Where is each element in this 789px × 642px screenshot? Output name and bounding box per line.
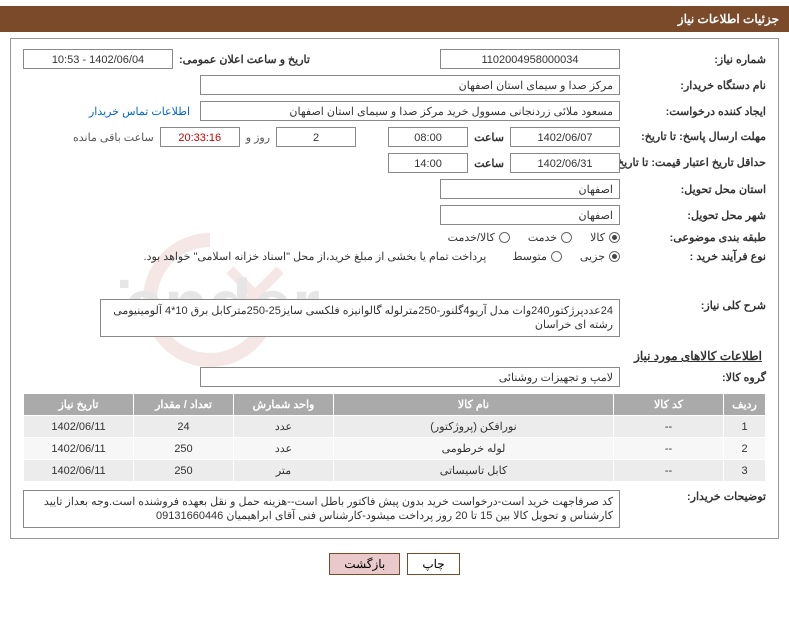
cell-name: نورافکن (پروژکتور) bbox=[334, 416, 614, 438]
panel-title: جزئیات اطلاعات نیاز bbox=[678, 12, 779, 26]
days-word: روز و bbox=[246, 131, 270, 144]
cell-code: -- bbox=[614, 416, 724, 438]
cell-date: 1402/06/11 bbox=[24, 438, 134, 460]
th-unit: واحد شمارش bbox=[234, 394, 334, 416]
table-row: 1--نورافکن (پروژکتور)عدد241402/06/11 bbox=[24, 416, 766, 438]
panel-header: جزئیات اطلاعات نیاز bbox=[0, 6, 789, 32]
city-label: شهر محل تحویل: bbox=[626, 209, 766, 222]
overview-label: شرح کلی نیاز: bbox=[626, 299, 766, 312]
validity-date: 1402/06/31 bbox=[510, 153, 620, 173]
radio-minor[interactable]: جزیی bbox=[580, 250, 620, 263]
group-value: لامپ و تجهیزات روشنائی bbox=[200, 367, 620, 387]
need-no-value: 1102004958000034 bbox=[440, 49, 620, 69]
cell-qty: 24 bbox=[134, 416, 234, 438]
contact-link[interactable]: اطلاعات تماس خریدار bbox=[89, 105, 194, 118]
validity-time: 14:00 bbox=[388, 153, 468, 173]
reply-deadline-label: مهلت ارسال پاسخ: تا تاریخ: bbox=[626, 131, 766, 143]
details-panel: شماره نیاز: 1102004958000034 تاریخ و ساع… bbox=[10, 38, 779, 539]
requester-label: ایجاد کننده درخواست: bbox=[626, 105, 766, 118]
th-name: نام کالا bbox=[334, 394, 614, 416]
cell-qty: 250 bbox=[134, 438, 234, 460]
overview-text: 24عددپرژکتور240وات مدل آریو4گلنور-250متر… bbox=[100, 299, 620, 337]
th-code: کد کالا bbox=[614, 394, 724, 416]
footer-buttons: چاپ بازگشت bbox=[10, 547, 779, 575]
cell-code: -- bbox=[614, 438, 724, 460]
cell-unit: متر bbox=[234, 460, 334, 482]
days-count: 2 bbox=[276, 127, 356, 147]
radio-both[interactable]: کالا/خدمت bbox=[448, 231, 510, 244]
requester-value: مسعود ملائی زردنجانی مسوول خرید مرکز صدا… bbox=[200, 101, 620, 121]
process-note: پرداخت تمام یا بخشی از مبلغ خرید،از محل … bbox=[144, 250, 487, 263]
cell-name: کابل تاسیساتی bbox=[334, 460, 614, 482]
th-qty: تعداد / مقدار bbox=[134, 394, 234, 416]
goods-table: ردیف کد کالا نام کالا واحد شمارش تعداد /… bbox=[23, 393, 766, 482]
th-idx: ردیف bbox=[724, 394, 766, 416]
reply-time: 08:00 bbox=[388, 127, 468, 147]
province-label: استان محل تحویل: bbox=[626, 183, 766, 196]
buyer-note-label: توضیحات خریدار: bbox=[626, 490, 766, 503]
cell-idx: 2 bbox=[724, 438, 766, 460]
radio-medium[interactable]: متوسط bbox=[512, 250, 562, 263]
cell-idx: 3 bbox=[724, 460, 766, 482]
cell-qty: 250 bbox=[134, 460, 234, 482]
goods-section-title: اطلاعات کالاهای مورد نیاز bbox=[23, 343, 766, 367]
cell-code: -- bbox=[614, 460, 724, 482]
process-label: نوع فرآیند خرید : bbox=[626, 250, 766, 263]
reply-date: 1402/06/07 bbox=[510, 127, 620, 147]
validity-label: حداقل تاریخ اعتبار قیمت: تا تاریخ: bbox=[626, 157, 766, 169]
time-label-1: ساعت bbox=[474, 131, 504, 144]
cell-unit: عدد bbox=[234, 438, 334, 460]
print-button[interactable]: چاپ bbox=[407, 553, 459, 575]
announce-value: 1402/06/04 - 10:53 bbox=[23, 49, 173, 69]
province-value: اصفهان bbox=[440, 179, 620, 199]
cell-date: 1402/06/11 bbox=[24, 416, 134, 438]
back-button[interactable]: بازگشت bbox=[329, 553, 400, 575]
table-row: 2--لوله خرطومیعدد2501402/06/11 bbox=[24, 438, 766, 460]
cell-date: 1402/06/11 bbox=[24, 460, 134, 482]
announce-label: تاریخ و ساعت اعلان عمومی: bbox=[179, 53, 310, 66]
category-radios: کالا خدمت کالا/خدمت bbox=[448, 231, 620, 244]
category-label: طبقه بندی موضوعی: bbox=[626, 231, 766, 244]
process-radios: جزیی متوسط bbox=[512, 250, 620, 263]
remaining-label: ساعت باقی مانده bbox=[73, 131, 154, 144]
time-label-2: ساعت bbox=[474, 157, 504, 170]
table-row: 3--کابل تاسیساتیمتر2501402/06/11 bbox=[24, 460, 766, 482]
group-label: گروه کالا: bbox=[626, 371, 766, 384]
th-date: تاریخ نیاز bbox=[24, 394, 134, 416]
cell-unit: عدد bbox=[234, 416, 334, 438]
buyer-org-value: مرکز صدا و سیمای استان اصفهان bbox=[200, 75, 620, 95]
radio-service[interactable]: خدمت bbox=[528, 231, 572, 244]
need-no-label: شماره نیاز: bbox=[626, 53, 766, 66]
radio-goods[interactable]: کالا bbox=[590, 231, 620, 244]
buyer-note-text: کد صرفاجهت خرید است-درخواست خرید بدون پی… bbox=[23, 490, 620, 528]
buyer-org-label: نام دستگاه خریدار: bbox=[626, 79, 766, 92]
cell-name: لوله خرطومی bbox=[334, 438, 614, 460]
countdown: 20:33:16 bbox=[160, 127, 240, 147]
city-value: اصفهان bbox=[440, 205, 620, 225]
cell-idx: 1 bbox=[724, 416, 766, 438]
